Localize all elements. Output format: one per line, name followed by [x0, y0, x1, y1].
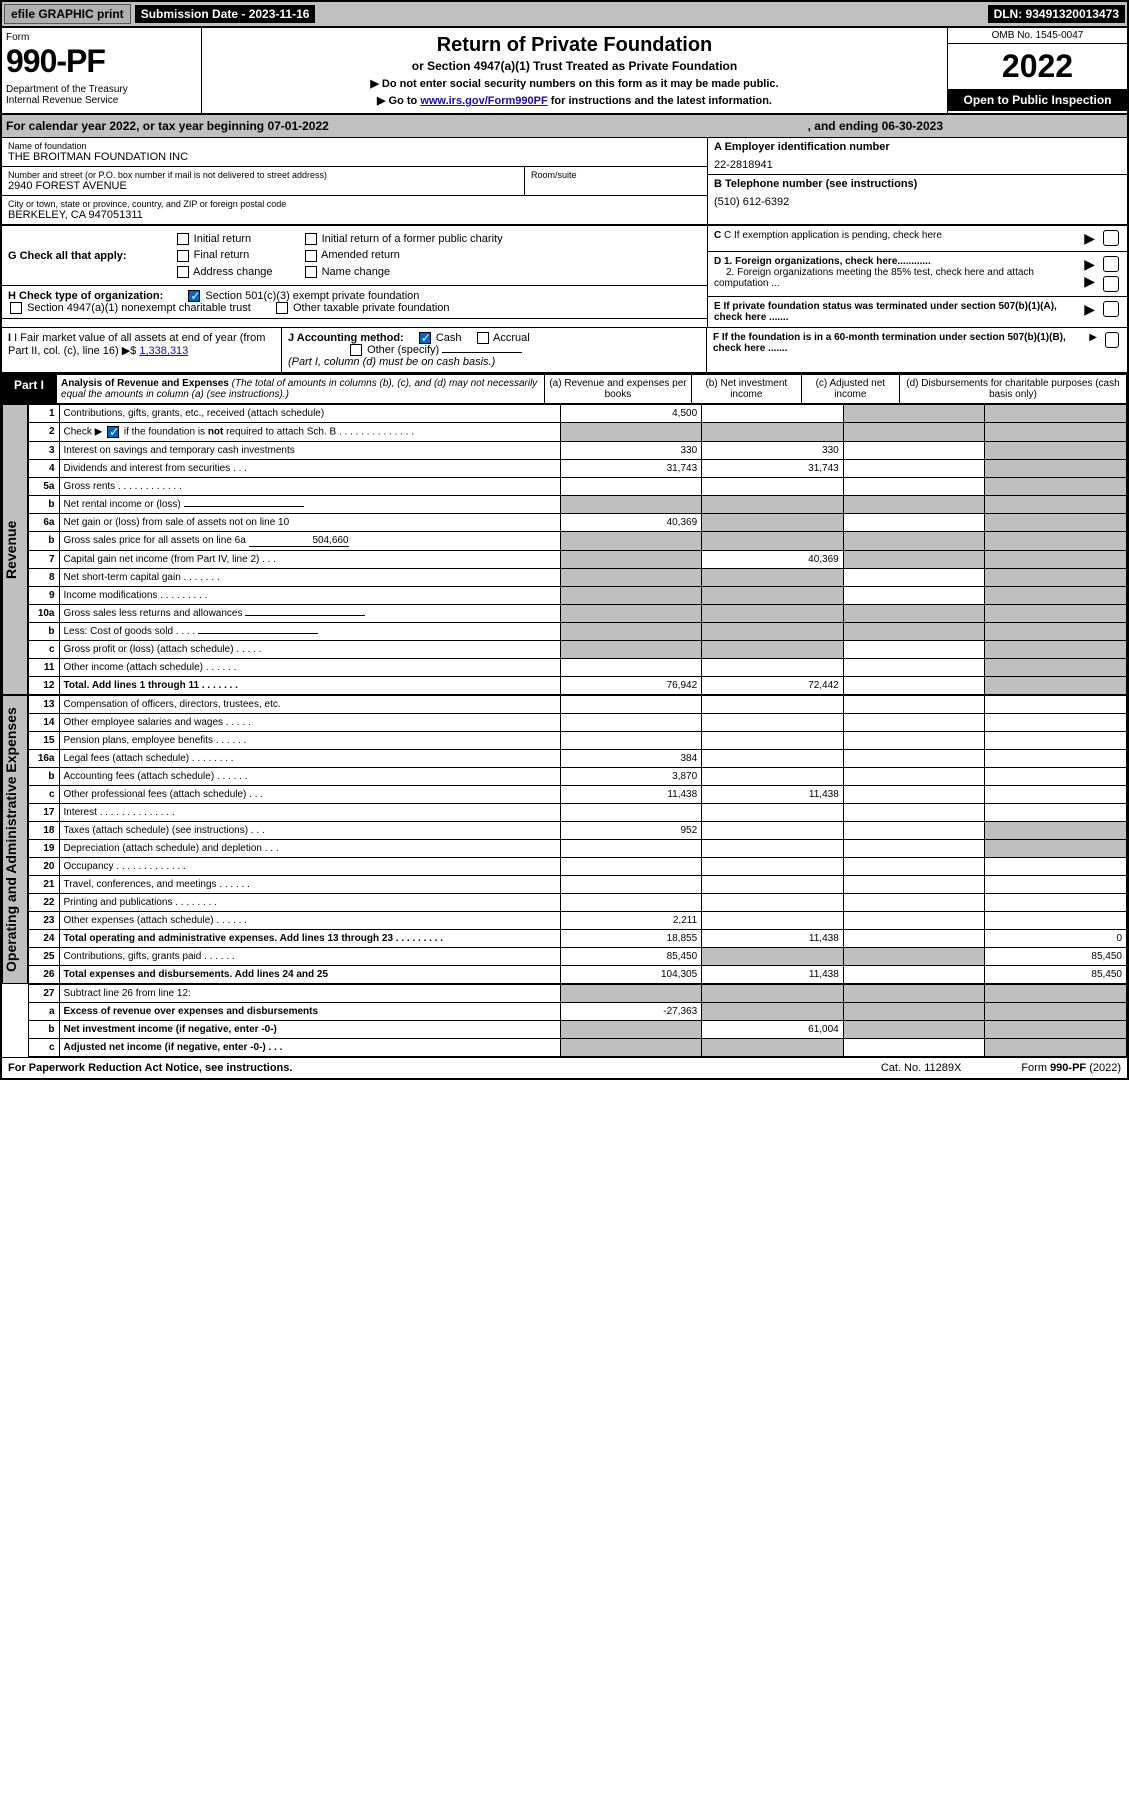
footer: For Paperwork Reduction Act Notice, see … [2, 1057, 1127, 1078]
table-row: 19Depreciation (attach schedule) and dep… [29, 840, 1127, 858]
table-row: 4Dividends and interest from securities … [29, 460, 1127, 478]
d1-check: D 1. Foreign organizations, check here..… [708, 252, 1127, 297]
chk-4947[interactable] [10, 302, 22, 314]
chk-name-change[interactable] [305, 266, 317, 278]
c-check: C C If exemption application is pending,… [708, 226, 1127, 252]
address-cell: Number and street (or P.O. box number if… [2, 167, 524, 196]
table-row: aExcess of revenue over expenses and dis… [29, 1003, 1127, 1021]
table-row: 22Printing and publications . . . . . . … [29, 894, 1127, 912]
chk-f[interactable] [1105, 332, 1119, 348]
table-row: 15Pension plans, employee benefits . . .… [29, 732, 1127, 750]
ein-cell: A Employer identification number 22-2818… [708, 138, 1127, 175]
f-check: F If the foundation is in a 60-month ter… [707, 328, 1127, 372]
chk-cash[interactable] [419, 332, 431, 344]
table-row: 21Travel, conferences, and meetings . . … [29, 876, 1127, 894]
chk-c[interactable] [1103, 230, 1119, 246]
dept: Department of the Treasury Internal Reve… [6, 84, 197, 106]
form-link[interactable]: www.irs.gov/Form990PF [420, 95, 547, 107]
topbar: efile GRAPHIC print Submission Date - 20… [2, 2, 1127, 28]
table-row: 14Other employee salaries and wages . . … [29, 714, 1127, 732]
table-row: cAdjusted net income (if negative, enter… [29, 1039, 1127, 1057]
ops-side-label: Operating and Administrative Expenses [2, 695, 28, 984]
chk-accrual[interactable] [477, 332, 489, 344]
form-subtitle: or Section 4947(a)(1) Trust Treated as P… [208, 59, 941, 73]
table-row: cGross profit or (loss) (attach schedule… [29, 641, 1127, 659]
table-row: 11Other income (attach schedule) . . . .… [29, 659, 1127, 677]
col-d: (d) Disbursements for charitable purpose… [899, 375, 1126, 404]
chk-addr-change[interactable] [177, 266, 189, 278]
revenue-side-label: Revenue [2, 404, 28, 695]
chk-final[interactable] [177, 250, 189, 262]
chk-501c3[interactable] [188, 290, 200, 302]
tax-year: 2022 [948, 44, 1127, 89]
table-row: 25Contributions, gifts, grants paid . . … [29, 948, 1127, 966]
col-b: (b) Net investment income [691, 375, 801, 404]
table-row: 5aGross rents . . . . . . . . . . . . [29, 478, 1127, 496]
table-row: 6aNet gain or (loss) from sale of assets… [29, 514, 1127, 532]
part1-tab: Part I [2, 374, 56, 404]
chk-other-taxable[interactable] [276, 302, 288, 314]
table-row: 24Total operating and administrative exp… [29, 930, 1127, 948]
g-row: G Check all that apply: Initial return I… [2, 226, 707, 286]
j-cell: J Accounting method: Cash Accrual Other … [282, 328, 707, 372]
table-row: 3Interest on savings and temporary cash … [29, 442, 1127, 460]
chk-d2[interactable] [1103, 276, 1119, 292]
chk-d1[interactable] [1103, 256, 1119, 272]
table-row: cOther professional fees (attach schedul… [29, 786, 1127, 804]
e-check: E If private foundation status was termi… [708, 297, 1127, 327]
table-row: bLess: Cost of goods sold . . . . [29, 623, 1127, 641]
table-row: 12Total. Add lines 1 through 11 . . . . … [29, 677, 1127, 695]
ops-table: 13Compensation of officers, directors, t… [28, 695, 1127, 984]
foundation-name-cell: Name of foundation THE BROITMAN FOUNDATI… [2, 138, 707, 167]
table-row: 1Contributions, gifts, grants, etc., rec… [29, 405, 1127, 423]
col-a: (a) Revenue and expenses per books [545, 375, 692, 404]
calendar-year-row: For calendar year 2022, or tax year begi… [2, 115, 1127, 138]
form-number: 990-PF [6, 43, 197, 80]
chk-amended[interactable] [305, 250, 317, 262]
dln: DLN: 93491320013473 [988, 5, 1125, 23]
i-cell: I I Fair market value of all assets at e… [2, 328, 282, 372]
form-title: Return of Private Foundation [208, 34, 941, 57]
col-c: (c) Adjusted net income [801, 375, 899, 404]
table-row: bNet investment income (if negative, ent… [29, 1021, 1127, 1039]
table-row: bAccounting fees (attach schedule) . . .… [29, 768, 1127, 786]
efile-btn[interactable]: efile GRAPHIC print [4, 4, 131, 24]
form-note1: ▶ Do not enter social security numbers o… [208, 77, 941, 90]
form-note2: ▶ Go to www.irs.gov/Form990PF for instru… [208, 94, 941, 107]
table-row: 27Subtract line 26 from line 12: [29, 985, 1127, 1003]
final-table: 27Subtract line 26 from line 12:aExcess … [28, 984, 1127, 1057]
h-row: H Check type of organization: Section 50… [2, 286, 707, 319]
table-row: 9Income modifications . . . . . . . . . [29, 587, 1127, 605]
table-row: 17Interest . . . . . . . . . . . . . . [29, 804, 1127, 822]
city-cell: City or town, state or province, country… [2, 196, 707, 224]
table-row: 10aGross sales less returns and allowanc… [29, 605, 1127, 623]
table-row: 8Net short-term capital gain . . . . . .… [29, 569, 1127, 587]
form-header: Form 990-PF Department of the Treasury I… [2, 28, 1127, 115]
table-row: 2Check ▶ if the foundation is not requir… [29, 423, 1127, 442]
open-inspection: Open to Public Inspection [948, 89, 1127, 111]
table-row: 7Capital gain net income (from Part IV, … [29, 551, 1127, 569]
room-cell: Room/suite [524, 167, 707, 196]
table-row: 23Other expenses (attach schedule) . . .… [29, 912, 1127, 930]
table-row: 18Taxes (attach schedule) (see instructi… [29, 822, 1127, 840]
form-word: Form [6, 32, 197, 43]
table-row: bNet rental income or (loss) [29, 496, 1127, 514]
submission-date: Submission Date - 2023-11-16 [135, 5, 316, 23]
chk-initial[interactable] [177, 233, 189, 245]
table-row: 13Compensation of officers, directors, t… [29, 696, 1127, 714]
omb: OMB No. 1545-0047 [948, 28, 1127, 44]
table-row: 16aLegal fees (attach schedule) . . . . … [29, 750, 1127, 768]
phone-cell: B Telephone number (see instructions) (5… [708, 175, 1127, 211]
chk-e[interactable] [1103, 301, 1119, 317]
table-row: 20Occupancy . . . . . . . . . . . . . [29, 858, 1127, 876]
table-row: 26Total expenses and disbursements. Add … [29, 966, 1127, 984]
revenue-table: 1Contributions, gifts, grants, etc., rec… [28, 404, 1127, 695]
chk-initial-former[interactable] [305, 233, 317, 245]
table-row: bGross sales price for all assets on lin… [29, 532, 1127, 551]
chk-other-method[interactable] [350, 344, 362, 356]
